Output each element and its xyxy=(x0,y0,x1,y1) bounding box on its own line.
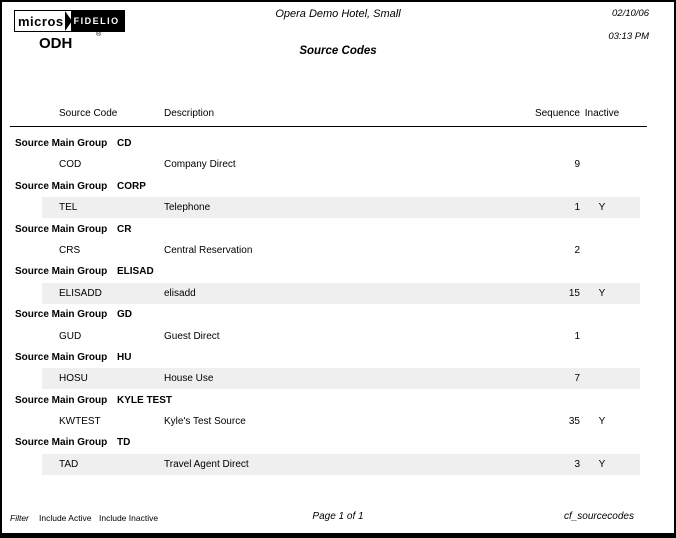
cell-description: Telephone xyxy=(164,202,211,214)
cell-inactive: Y xyxy=(598,416,606,428)
registered-trademark-mark: ® xyxy=(96,31,102,38)
table-column-headers: Source Code Description Sequence Inactiv… xyxy=(2,108,674,122)
cell-source-code: TEL xyxy=(59,202,78,214)
group-label: Source Main Group xyxy=(15,138,108,149)
report-title: Source Codes xyxy=(299,45,377,57)
cell-sequence: 3 xyxy=(574,458,580,470)
group-label: Source Main Group xyxy=(15,266,108,278)
filter-include-inactive: Include Inactive xyxy=(99,513,159,523)
cell-description: Guest Direct xyxy=(164,330,220,342)
row-band: CRS Central Reservation 2 xyxy=(42,240,640,261)
group-label: Source Main Group xyxy=(15,223,108,235)
cell-sequence: 2 xyxy=(574,244,580,256)
group-value: GD xyxy=(117,309,132,321)
cell-sequence: 35 xyxy=(568,416,580,428)
table-row: TEL Telephone 1 Y xyxy=(2,197,674,219)
cell-sequence: 1 xyxy=(574,202,580,214)
cell-description: elisadd xyxy=(164,287,196,299)
cell-inactive: Y xyxy=(598,458,606,470)
group-label: Source Main Group xyxy=(15,394,108,406)
cell-description: Travel Agent Direct xyxy=(164,458,249,470)
cell-description: House Use xyxy=(164,373,214,385)
cell-source-code: HOSU xyxy=(59,373,88,385)
row-band: COD Company Direct 9 xyxy=(42,154,640,175)
group-value: HU xyxy=(117,351,132,363)
row-band: ELISADD elisadd 15 Y xyxy=(42,282,640,304)
row-band: KWTEST Kyle's Test Source 35 Y xyxy=(42,411,640,432)
group-row: Source Main Group CD xyxy=(2,133,674,154)
table-row: HOSU House Use 7 xyxy=(2,368,674,390)
group-row: Source Main Group TD xyxy=(2,432,674,453)
group-label: Source Main Group xyxy=(15,351,108,363)
group-row: Source Main Group ELISAD xyxy=(2,261,674,282)
table-row: ELISADD elisadd 15 Y xyxy=(2,282,674,304)
cell-sequence: 1 xyxy=(574,330,580,342)
micros-fidelio-logo: micros FIDELIO xyxy=(14,10,125,32)
table-row: TAD Travel Agent Direct 3 Y xyxy=(2,453,674,475)
group-row: Source Main Group CORP xyxy=(2,176,674,197)
report-time: 03:13 PM xyxy=(608,31,649,42)
micros-logo-text: micros xyxy=(15,11,65,31)
cell-source-code: ELISADD xyxy=(59,287,102,299)
row-band: GUD Guest Direct 1 xyxy=(42,326,640,347)
table-row: COD Company Direct 9 xyxy=(2,154,674,175)
group-row: Source Main Group GD xyxy=(2,304,674,325)
header-rule xyxy=(10,126,647,127)
cell-description: Central Reservation xyxy=(164,244,253,256)
cell-description: Company Direct xyxy=(164,159,236,171)
row-band: TAD Travel Agent Direct 3 Y xyxy=(42,453,640,475)
cell-sequence: 9 xyxy=(574,159,580,171)
property-code: ODH xyxy=(39,35,73,52)
row-band: HOSU House Use 7 xyxy=(42,368,640,390)
group-value: CD xyxy=(117,138,132,149)
cell-source-code: KWTEST xyxy=(59,416,101,428)
group-label: Source Main Group xyxy=(15,309,108,321)
row-band: TEL Telephone 1 Y xyxy=(42,197,640,219)
report-footer: Filter Include Active Include Inactive P… xyxy=(2,511,674,525)
logo-arrow-icon xyxy=(64,11,72,31)
report-date: 02/10/06 xyxy=(612,8,649,19)
table-row: GUD Guest Direct 1 xyxy=(2,326,674,347)
group-row: Source Main Group KYLE TEST xyxy=(2,390,674,411)
table-row: KWTEST Kyle's Test Source 35 Y xyxy=(2,411,674,432)
table-row: CRS Central Reservation 2 xyxy=(2,240,674,261)
cell-source-code: COD xyxy=(59,159,82,171)
cell-source-code: TAD xyxy=(59,458,79,470)
column-header-description: Description xyxy=(164,108,215,119)
fidelio-logo-text: FIDELIO xyxy=(70,11,124,31)
cell-source-code: GUD xyxy=(59,330,82,342)
column-header-inactive: Inactive xyxy=(584,108,620,119)
cell-description: Kyle's Test Source xyxy=(164,416,246,428)
cell-inactive: Y xyxy=(598,287,606,299)
filter-include-active: Include Active xyxy=(39,513,92,523)
group-row: Source Main Group CR xyxy=(2,219,674,240)
report-file-name: cf_sourcecodes xyxy=(563,511,634,522)
table-body: Source Main Group CD COD Company Direct 9 Sou… xyxy=(2,133,674,475)
group-value: ELISAD xyxy=(117,266,154,278)
column-header-sequence: Sequence xyxy=(534,108,580,119)
group-value: CR xyxy=(117,223,132,235)
cell-sequence: 15 xyxy=(568,287,580,299)
group-row: Source Main Group HU xyxy=(2,347,674,368)
group-value: TD xyxy=(117,437,131,449)
group-value: KYLE TEST xyxy=(117,394,173,406)
group-value: CORP xyxy=(117,180,146,192)
page-number: Page 1 of 1 xyxy=(312,511,364,522)
cell-source-code: CRS xyxy=(59,244,81,256)
group-label: Source Main Group xyxy=(15,437,108,449)
cell-inactive: Y xyxy=(598,202,606,214)
filter-label: Filter xyxy=(10,513,29,523)
cell-sequence: 7 xyxy=(574,373,580,385)
hotel-name: Opera Demo Hotel, Small xyxy=(275,8,401,20)
group-label: Source Main Group xyxy=(15,180,108,192)
column-header-source-code: Source Code xyxy=(59,108,118,119)
